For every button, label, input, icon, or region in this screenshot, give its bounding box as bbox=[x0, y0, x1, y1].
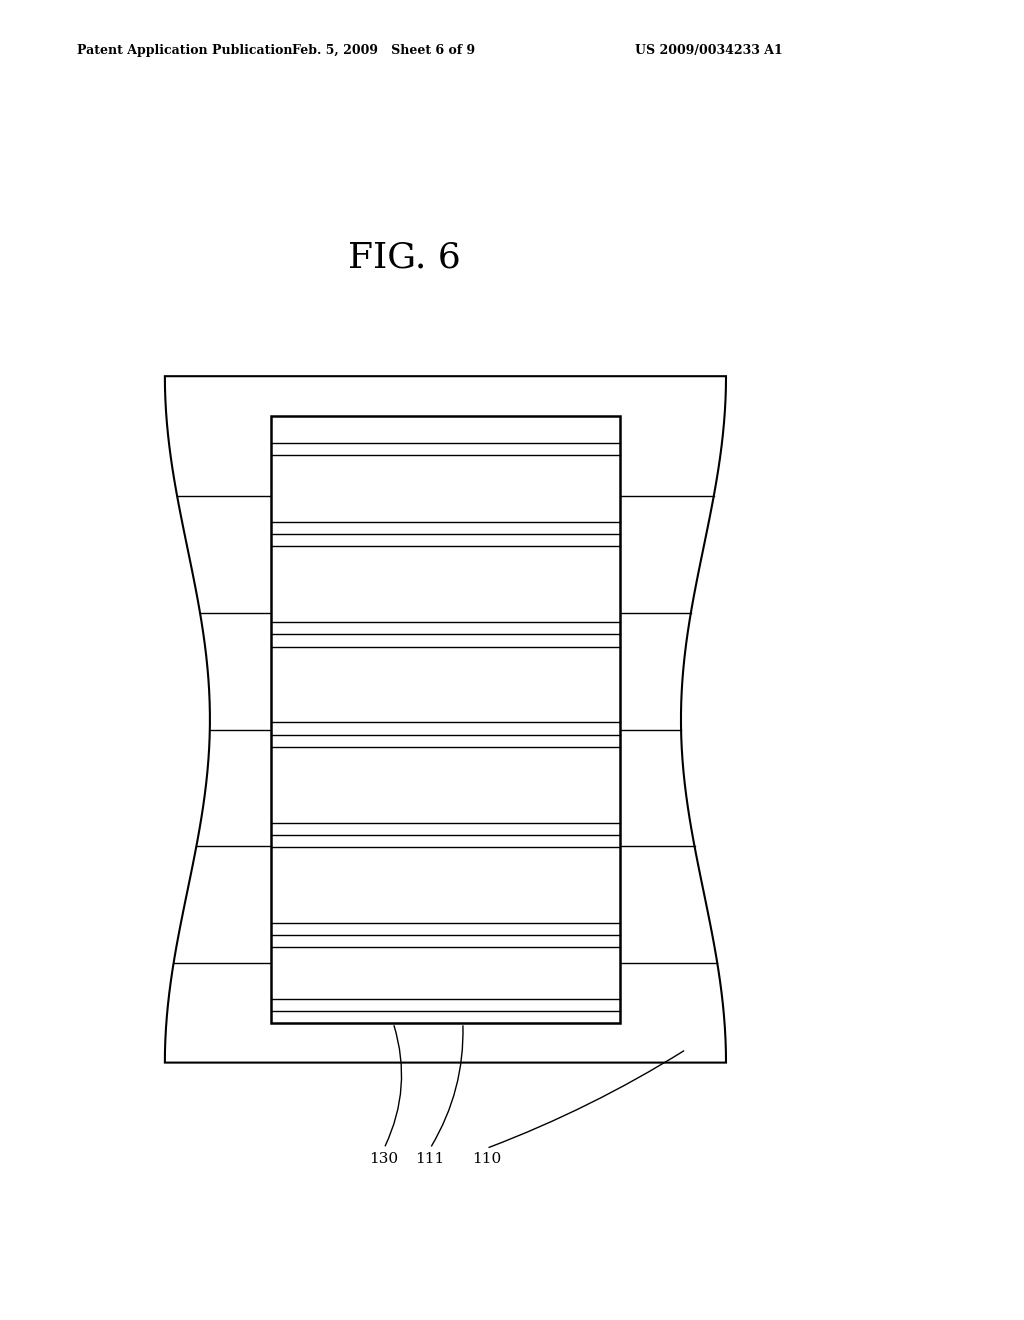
Polygon shape bbox=[165, 376, 726, 1063]
Text: FIG. 6: FIG. 6 bbox=[348, 240, 461, 275]
Text: 111: 111 bbox=[416, 1152, 444, 1167]
Text: Patent Application Publication: Patent Application Publication bbox=[77, 44, 292, 57]
Text: Feb. 5, 2009   Sheet 6 of 9: Feb. 5, 2009 Sheet 6 of 9 bbox=[293, 44, 475, 57]
Bar bbox=[271, 416, 620, 1023]
Text: 110: 110 bbox=[472, 1152, 501, 1167]
Text: US 2009/0034233 A1: US 2009/0034233 A1 bbox=[635, 44, 782, 57]
Text: 130: 130 bbox=[370, 1152, 398, 1167]
